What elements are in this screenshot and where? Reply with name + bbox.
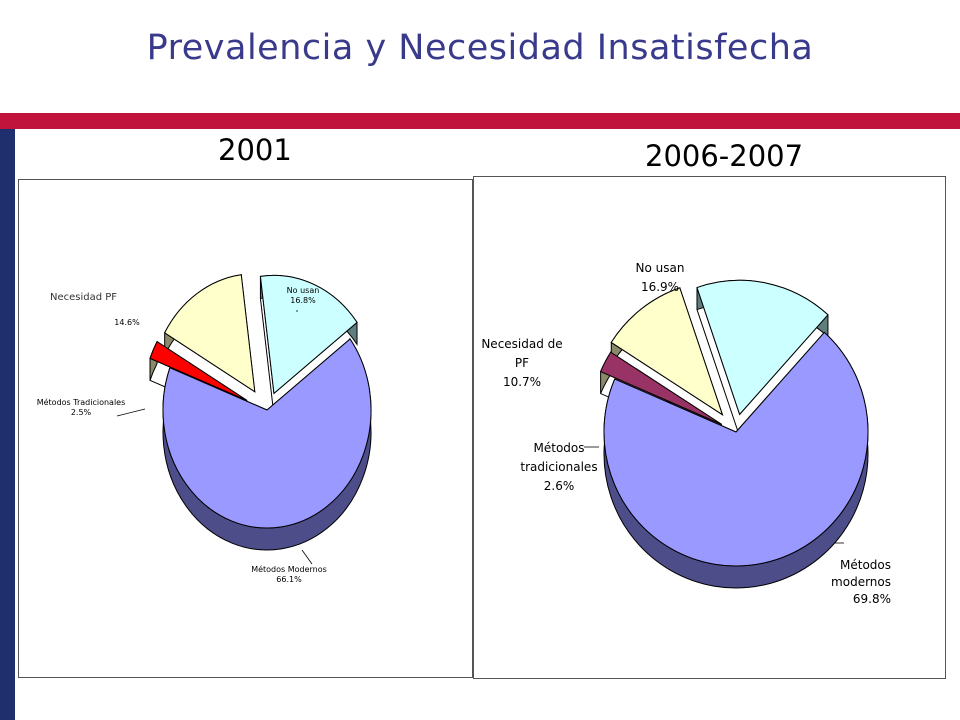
pie-slice-metodos-tradicionales <box>149 340 248 402</box>
slice-label-no-usan: No usan 16.8% <box>287 286 320 305</box>
chart-panel-2001: Métodos Modernos 66.1% Métodos Tradicional… <box>18 179 473 678</box>
pie-chart-2006-2007: Métodos modernos 69.8% Métodos tradicionales… <box>481 261 891 606</box>
slice-label-necesidad-de-pf: Necesidad de PF 10.7% <box>481 337 562 389</box>
pie-slice-no-usan <box>696 279 829 416</box>
slice-label-necesidad-pf: 14.6% <box>114 318 140 327</box>
pie-slice-metodos-modernos <box>603 331 869 567</box>
pie-slice-metodos-modernos <box>162 338 372 529</box>
slice-label-metodos-tradicionales: Métodos tradicionales 2.6% <box>520 441 597 493</box>
pie-slice-necesidad-pf <box>164 274 256 393</box>
pie-slice-no-usan <box>259 274 358 395</box>
pie-chart-2001: Métodos Modernos 66.1% Métodos Tradicional… <box>37 274 372 584</box>
leader-line-metodos-tradicionales <box>116 408 146 417</box>
chart-title-2006-2007: 2006-2007 <box>645 139 804 173</box>
annotation-necesidad-pf: Necesidad PF <box>50 292 117 303</box>
pie-slice-metodos-tradicionales <box>599 351 723 425</box>
slice-label-metodos-tradicionales: Métodos Tradicionales 2.5% <box>37 397 126 417</box>
slice-label-metodos-modernos: Métodos modernos 69.8% <box>831 558 891 606</box>
chart-panel-2006-2007: Métodos modernos 69.8% Métodos tradicionales… <box>473 176 946 679</box>
pie-slice-necesidad-de-pf <box>610 287 724 416</box>
slice-label-no-usan: No usan 16.9% <box>636 261 685 294</box>
accent-bar <box>0 113 960 129</box>
slice-label-metodos-modernos: Métodos Modernos 66.1% <box>251 564 327 584</box>
chart-title-2001: 2001 <box>218 133 292 167</box>
leader-line-metodos-modernos <box>301 549 313 565</box>
side-bar <box>0 129 15 720</box>
page-title: Prevalencia y Necesidad Insatisfecha <box>146 28 814 68</box>
